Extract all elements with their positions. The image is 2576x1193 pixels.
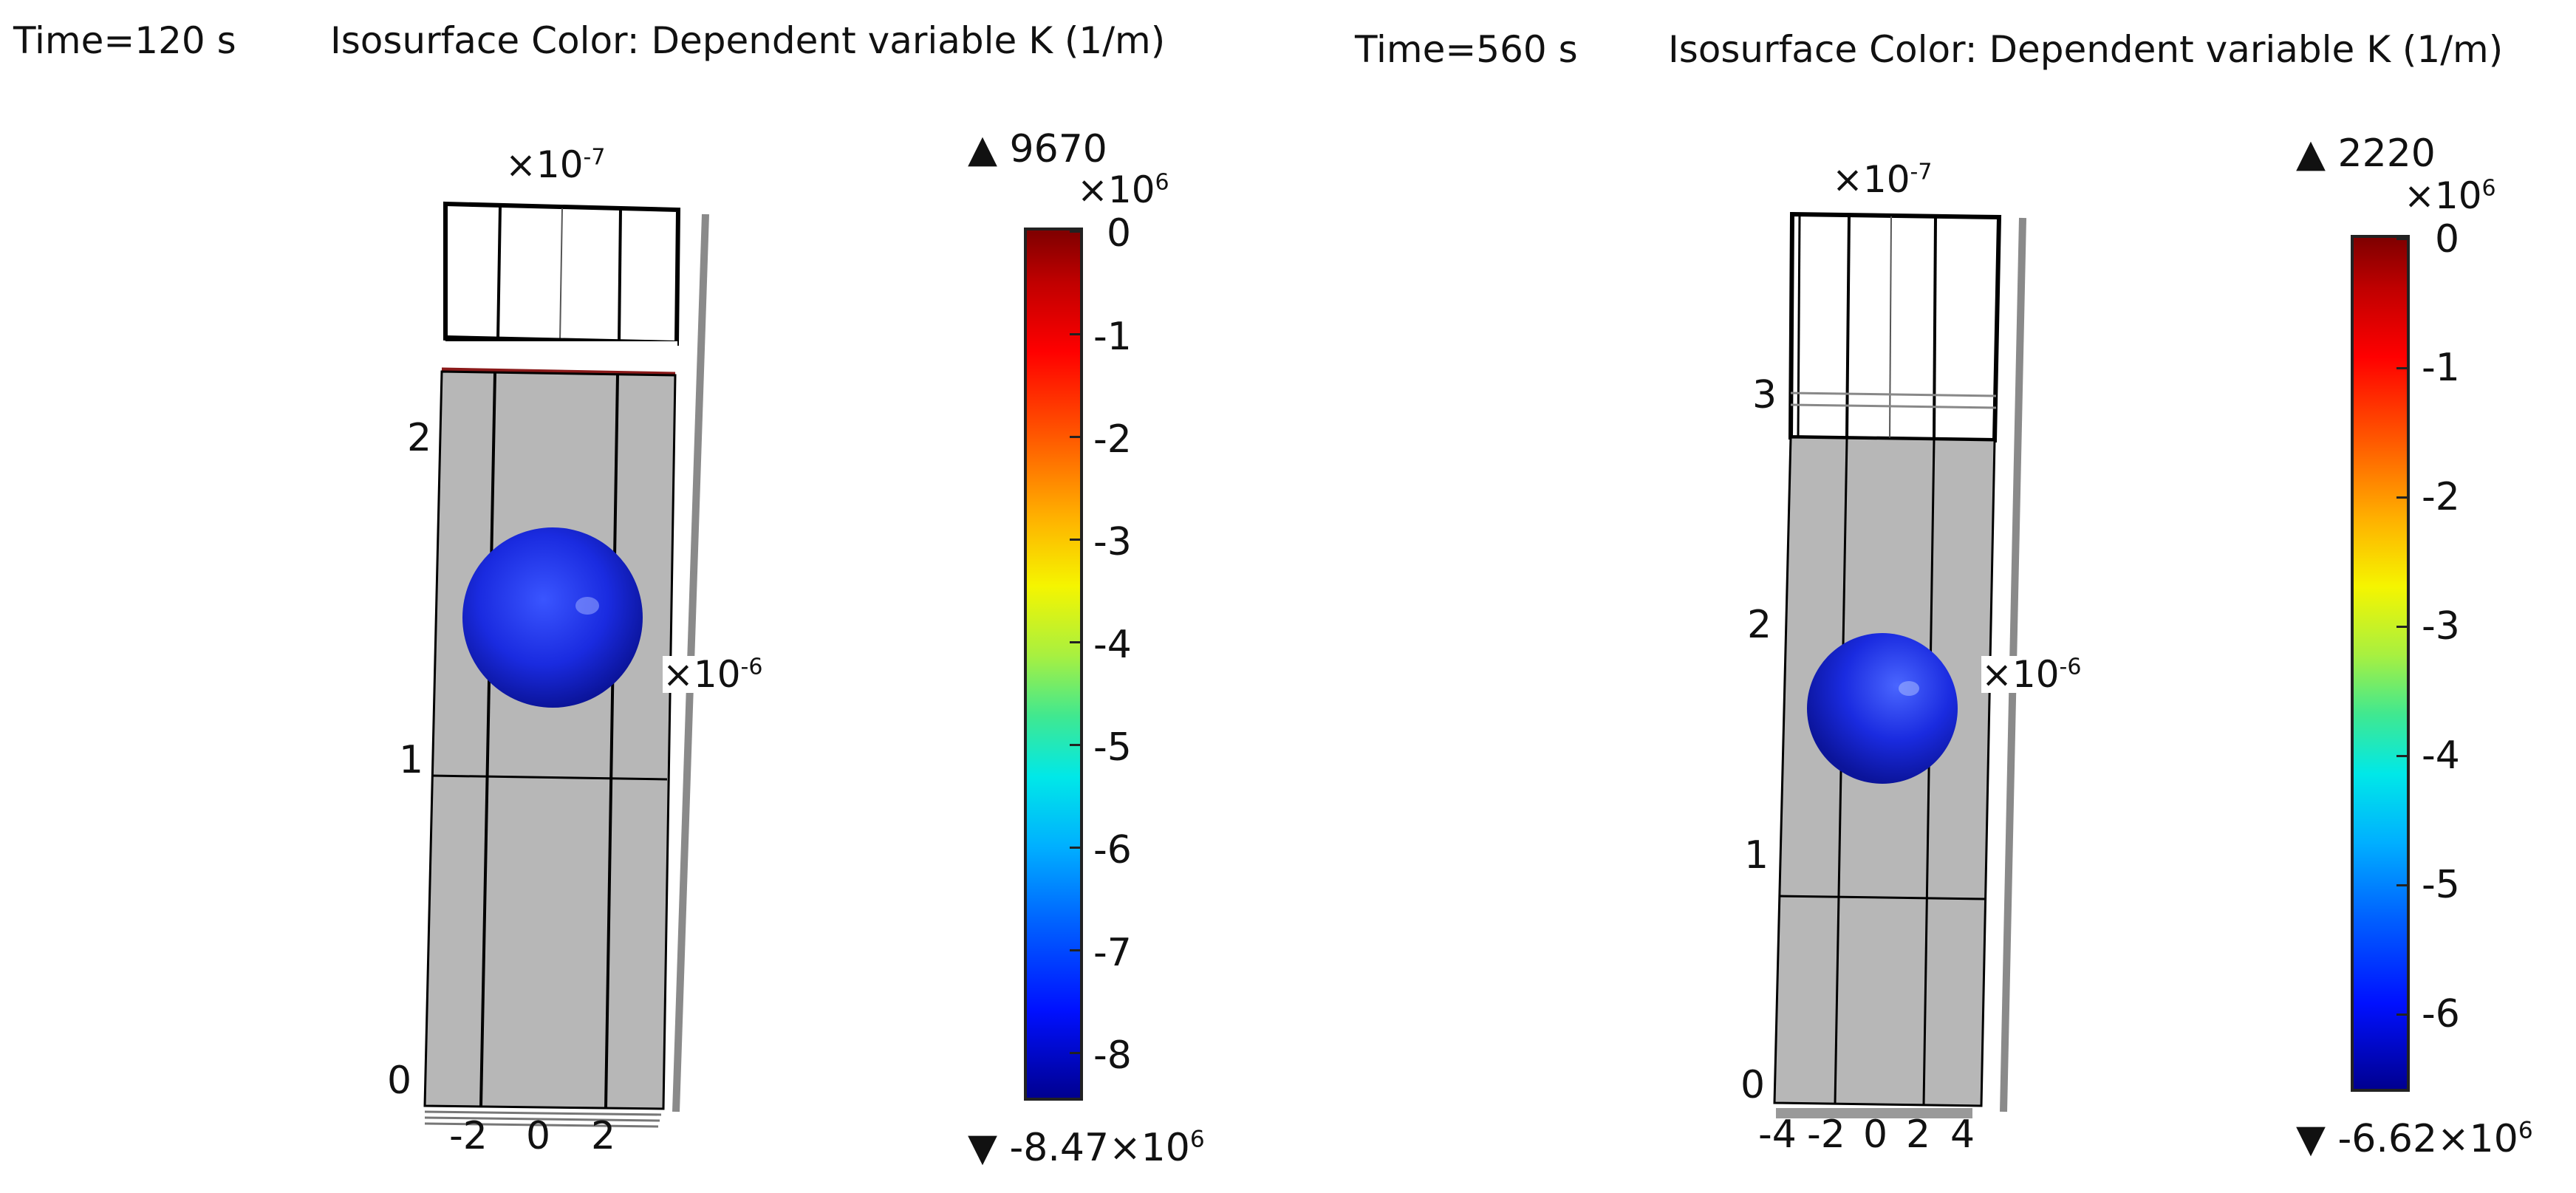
- y-tick: 2: [407, 416, 432, 460]
- x-tick: -4: [1758, 1112, 1797, 1157]
- colorbar-tick: -4: [2422, 734, 2460, 778]
- up-triangle-icon: ▲: [2296, 131, 2326, 176]
- colorbar-scale: ×106: [1077, 168, 1169, 211]
- colorbar-tick: -5: [2422, 863, 2460, 907]
- up-triangle-icon: ▲: [968, 127, 997, 171]
- plot-title: Isosurface Color: Dependent variable K (…: [1668, 28, 2504, 71]
- x-tick: 2: [1906, 1112, 1931, 1157]
- colorbar-tick: 0: [1107, 211, 1132, 256]
- plot-title: Isosurface Color: Dependent variable K (…: [330, 19, 1166, 62]
- colorbar: [2351, 235, 2410, 1092]
- x-axis-scale: ×10-7: [1832, 158, 1933, 201]
- x-axis-scale: ×10-7: [505, 143, 606, 186]
- x-tick: 0: [526, 1114, 551, 1158]
- colorbar-min: ▼ -6.62×106: [2296, 1117, 2533, 1161]
- down-triangle-icon: ▼: [2296, 1117, 2326, 1161]
- colorbar-min: ▼ -8.47×106: [968, 1126, 1205, 1170]
- colorbar-tick: -1: [1093, 315, 1132, 359]
- colorbar-tick: -2: [1093, 417, 1132, 462]
- z-axis-scale: ×10-6: [663, 653, 763, 696]
- y-tick: 2: [1747, 603, 1772, 647]
- interface-line: [441, 367, 676, 376]
- colorbar-tick: -6: [1093, 828, 1132, 872]
- colorbar-tick: -8: [1093, 1033, 1132, 1078]
- y-tick: 1: [1744, 833, 1769, 878]
- colorbar-tick: -7: [1093, 931, 1132, 975]
- y-tick: 0: [1740, 1063, 1766, 1107]
- down-triangle-icon: ▼: [968, 1126, 997, 1170]
- time-label: Time=120 s: [13, 19, 236, 62]
- y-tick: 1: [399, 738, 424, 782]
- bubble-sphere: [462, 527, 643, 708]
- colorbar-tick: -6: [2422, 992, 2460, 1036]
- colorbar-max: ▲ 2220: [2296, 131, 2436, 176]
- colorbar-scale: ×106: [2404, 174, 2496, 217]
- colorbar-tick: -3: [2422, 604, 2460, 649]
- time-label: Time=560 s: [1355, 28, 1578, 71]
- y-tick: 0: [387, 1059, 412, 1103]
- x-tick: 0: [1863, 1112, 1888, 1157]
- colorbar: [1024, 228, 1083, 1101]
- colorbar-tick: 0: [2435, 217, 2460, 261]
- x-tick: -2: [449, 1114, 488, 1158]
- bubble-sphere: [1807, 633, 1958, 784]
- colorbar-tick: -4: [1093, 623, 1132, 667]
- colorbar-tick: -5: [1093, 725, 1132, 770]
- y-tick: 3: [1752, 373, 1777, 417]
- colorbar-tick: -3: [1093, 520, 1132, 564]
- colorbar-tick: -2: [2422, 475, 2460, 519]
- x-tick: -2: [1807, 1112, 1845, 1157]
- z-axis-scale: ×10-6: [1981, 653, 2082, 696]
- x-tick: 2: [591, 1114, 616, 1158]
- colorbar-tick: -1: [2422, 346, 2460, 390]
- x-tick: 4: [1950, 1112, 1975, 1157]
- colorbar-max: ▲ 9670: [968, 127, 1107, 171]
